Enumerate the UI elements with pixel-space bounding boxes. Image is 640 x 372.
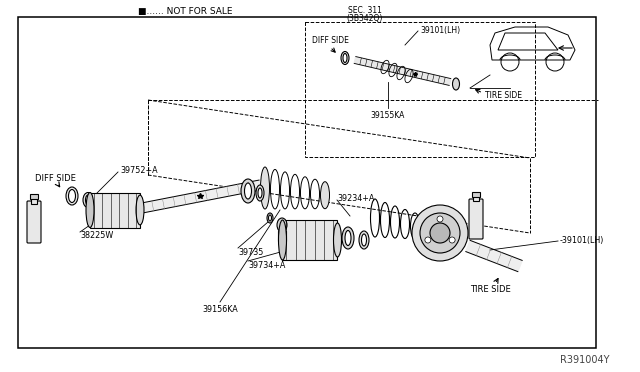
Text: 39752+A: 39752+A (120, 166, 157, 174)
Ellipse shape (333, 223, 342, 257)
Text: 39735: 39735 (238, 247, 264, 257)
Ellipse shape (258, 188, 262, 198)
Circle shape (430, 223, 450, 243)
Ellipse shape (267, 213, 273, 223)
Text: -39101(LH): -39101(LH) (560, 235, 604, 244)
FancyBboxPatch shape (469, 199, 483, 239)
Ellipse shape (86, 192, 94, 228)
Bar (305, 22, 535, 157)
Text: TIRE SIDE: TIRE SIDE (485, 90, 522, 99)
Circle shape (449, 237, 455, 243)
Ellipse shape (342, 227, 354, 249)
Ellipse shape (66, 187, 78, 205)
Bar (278, 231, 286, 241)
Ellipse shape (345, 231, 351, 246)
Text: (3B342Q): (3B342Q) (347, 13, 383, 22)
Polygon shape (354, 57, 451, 86)
Text: TIRE SIDE: TIRE SIDE (470, 285, 510, 295)
Bar (90, 192, 140, 228)
FancyBboxPatch shape (27, 201, 41, 243)
Polygon shape (141, 180, 261, 213)
Text: 39734+A: 39734+A (248, 260, 285, 269)
Text: DIFF SIDE: DIFF SIDE (35, 173, 76, 183)
Text: 39101(LH): 39101(LH) (420, 26, 460, 35)
Polygon shape (466, 240, 522, 272)
Ellipse shape (244, 183, 252, 199)
Bar (282, 220, 337, 260)
Ellipse shape (343, 54, 347, 62)
Ellipse shape (359, 231, 369, 249)
Text: 38225W: 38225W (80, 231, 113, 240)
Bar (18, 17, 596, 348)
Text: SEC. 311: SEC. 311 (348, 6, 382, 15)
Text: DIFF SIDE: DIFF SIDE (312, 35, 348, 45)
Ellipse shape (341, 51, 349, 64)
Ellipse shape (136, 195, 144, 225)
Ellipse shape (452, 78, 460, 90)
Ellipse shape (83, 192, 93, 208)
Ellipse shape (86, 195, 90, 205)
Circle shape (437, 216, 443, 222)
Text: R391004Y: R391004Y (561, 355, 610, 365)
Bar (31, 198, 37, 204)
Text: 39155KA: 39155KA (371, 110, 405, 119)
Ellipse shape (362, 234, 367, 246)
Ellipse shape (321, 182, 330, 209)
Circle shape (425, 237, 431, 243)
Ellipse shape (68, 189, 76, 202)
Ellipse shape (278, 220, 287, 260)
Bar (30, 194, 38, 199)
Ellipse shape (260, 167, 269, 209)
Ellipse shape (241, 179, 255, 203)
Bar (473, 196, 479, 201)
Bar (472, 192, 480, 197)
Text: 39234+A: 39234+A (337, 193, 374, 202)
Circle shape (420, 213, 460, 253)
Ellipse shape (269, 215, 271, 221)
Text: 39156KA: 39156KA (202, 305, 238, 314)
Ellipse shape (277, 218, 287, 232)
Ellipse shape (256, 185, 264, 201)
Text: ■...... NOT FOR SALE: ■...... NOT FOR SALE (138, 6, 232, 16)
Circle shape (412, 205, 468, 261)
